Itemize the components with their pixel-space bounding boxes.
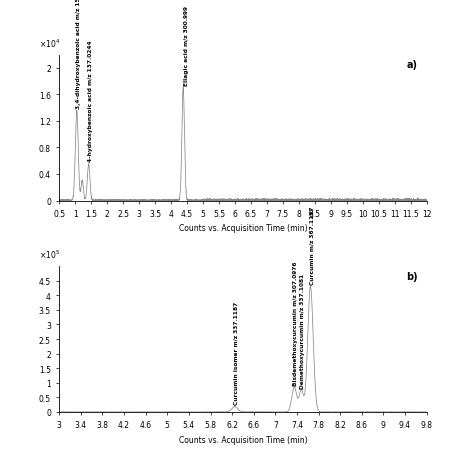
Text: 4-hydroxybenzoic acid m/z 137.0244: 4-hydroxybenzoic acid m/z 137.0244 bbox=[88, 41, 93, 162]
Text: Demethoxycurcumin m/z 337.1081: Demethoxycurcumin m/z 337.1081 bbox=[301, 273, 305, 388]
Text: Curcumin m/z 367.1187: Curcumin m/z 367.1187 bbox=[310, 206, 315, 285]
X-axis label: Counts vs. Acquisition Time (min): Counts vs. Acquisition Time (min) bbox=[179, 224, 307, 233]
Text: Curcumin isomer m/z 337.1187: Curcumin isomer m/z 337.1187 bbox=[234, 301, 239, 405]
Text: Ellagic acid m/z 300.999: Ellagic acid m/z 300.999 bbox=[183, 6, 189, 86]
Text: $\times$10$^{4}$: $\times$10$^{4}$ bbox=[39, 38, 60, 50]
Text: $\times$10$^{5}$: $\times$10$^{5}$ bbox=[39, 248, 60, 261]
Text: 3,4-dihydroxybenzoic acid m/z 153.0193: 3,4-dihydroxybenzoic acid m/z 153.0193 bbox=[76, 0, 81, 109]
Text: a): a) bbox=[406, 60, 418, 70]
X-axis label: Counts vs. Acquisition Time (min): Counts vs. Acquisition Time (min) bbox=[179, 435, 307, 444]
Text: Bisdemethoxycurcumin m/z 307.0976: Bisdemethoxycurcumin m/z 307.0976 bbox=[293, 261, 298, 385]
Text: b): b) bbox=[406, 271, 418, 281]
